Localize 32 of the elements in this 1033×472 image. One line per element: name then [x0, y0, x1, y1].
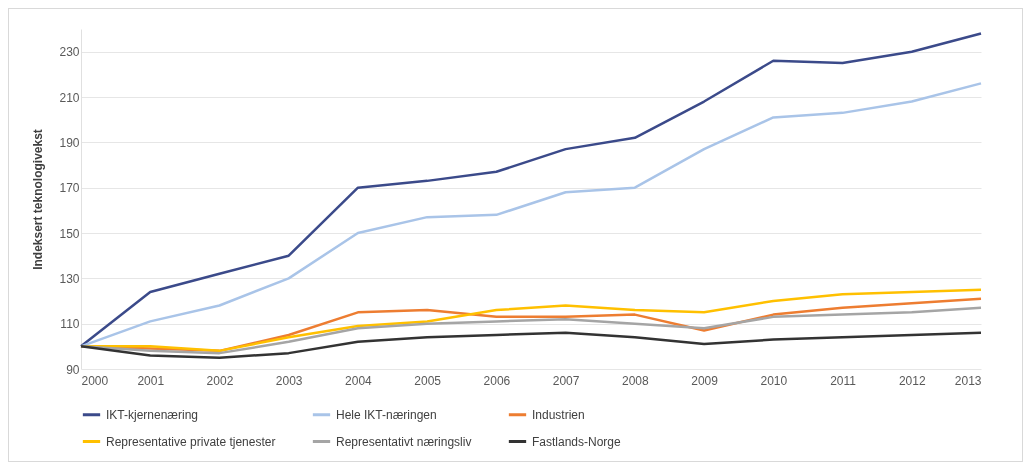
x-tick-label: 2003	[275, 373, 303, 388]
line-series	[79, 331, 983, 359]
legend-label: Representative private tjenester	[106, 434, 276, 449]
legend-label: Industrien	[532, 407, 585, 422]
y-tick-label: 210	[59, 90, 80, 105]
y-tick-label: 170	[59, 181, 80, 196]
x-tick-label: 2008	[621, 373, 650, 388]
y-tick-label: 190	[59, 135, 80, 150]
y-axis-title: Indeksert teknologivekst	[31, 129, 46, 270]
x-tick-label: 2010	[760, 373, 788, 388]
y-tick-label: 90	[66, 362, 80, 377]
legend-label: Hele IKT-næringen	[336, 407, 437, 422]
x-tick-label: 2004	[345, 373, 373, 388]
x-tick-label: 2000	[81, 373, 109, 388]
x-tick-label: 2002	[206, 373, 234, 388]
legend-label: IKT-kjernenæring	[106, 407, 199, 422]
y-tick-label: 130	[59, 271, 80, 286]
x-tick-label: 2007	[552, 373, 580, 388]
x-tick-label: 2005	[414, 373, 442, 388]
line-series	[79, 32, 983, 348]
x-tick-label: 2001	[137, 373, 165, 388]
legend-label: Fastlands-Norge	[532, 434, 622, 449]
legend-label: Representativt næringsliv	[336, 434, 472, 449]
line-series	[79, 82, 983, 348]
y-tick-label: 110	[60, 317, 80, 332]
x-tick-label: 2011	[830, 373, 857, 388]
x-tick-label: 2012	[898, 373, 926, 388]
y-tick-label: 150	[59, 226, 80, 241]
x-tick-label: 2006	[483, 373, 511, 388]
x-tick-label: 2013	[954, 373, 982, 388]
x-tick-label: 2009	[691, 373, 719, 388]
y-tick-label: 230	[59, 45, 80, 60]
